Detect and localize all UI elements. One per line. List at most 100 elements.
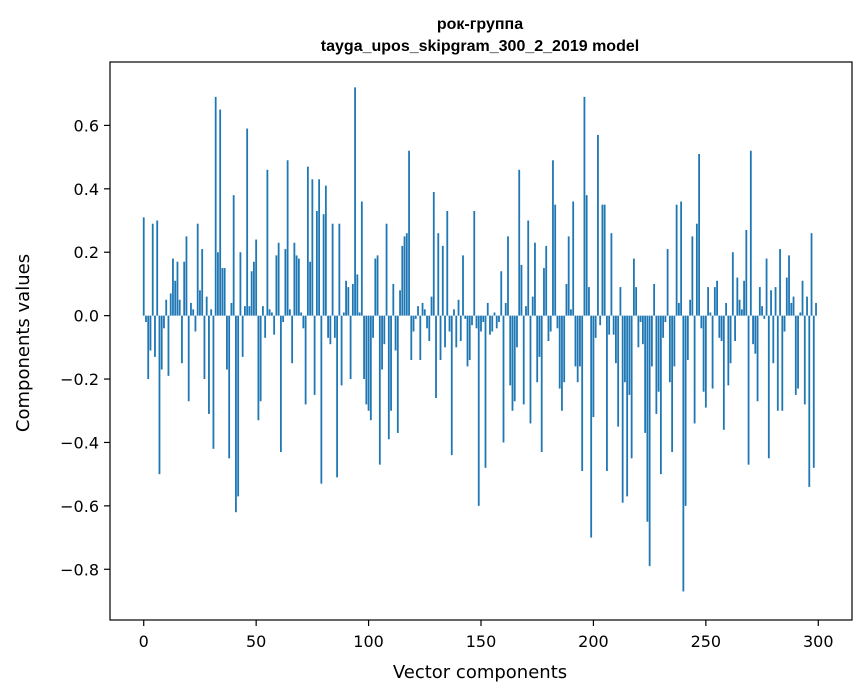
bar xyxy=(624,315,626,383)
bar xyxy=(738,299,741,316)
bar xyxy=(718,315,721,338)
bar xyxy=(160,315,163,370)
bar xyxy=(527,220,530,316)
bar xyxy=(720,315,723,341)
bar xyxy=(219,109,222,316)
bar xyxy=(277,242,280,316)
bar xyxy=(668,315,671,383)
bar xyxy=(783,315,786,332)
bar xyxy=(394,315,397,351)
bar xyxy=(205,296,208,316)
bar xyxy=(230,302,233,316)
bar xyxy=(507,236,509,316)
bar xyxy=(410,315,413,361)
bar xyxy=(711,315,714,389)
bar xyxy=(291,315,294,364)
bar xyxy=(255,239,258,316)
bar xyxy=(203,315,206,380)
bar xyxy=(484,315,487,468)
bar xyxy=(405,233,408,316)
bar xyxy=(754,315,757,354)
bar xyxy=(423,309,426,316)
bar xyxy=(329,315,332,345)
bar xyxy=(664,315,667,322)
bar xyxy=(340,315,343,386)
bar xyxy=(392,283,395,316)
bar xyxy=(794,315,797,395)
bar xyxy=(498,315,500,322)
bar xyxy=(473,211,476,316)
bar xyxy=(372,315,374,338)
bar xyxy=(615,315,617,364)
bar xyxy=(201,249,204,316)
bar xyxy=(662,315,665,338)
bar xyxy=(725,302,727,316)
bar xyxy=(648,315,651,567)
bar xyxy=(228,315,231,459)
bar xyxy=(525,306,527,316)
bar xyxy=(223,268,226,316)
bar xyxy=(781,315,784,411)
bar xyxy=(572,201,575,316)
bar xyxy=(761,306,763,316)
bar xyxy=(745,230,748,316)
bar xyxy=(444,315,446,348)
bar xyxy=(621,315,624,503)
bar xyxy=(583,96,586,316)
bar xyxy=(345,280,347,316)
chart-title: рок-группа xyxy=(437,16,523,33)
bar xyxy=(657,315,660,392)
bar xyxy=(457,299,460,316)
bar xyxy=(677,302,680,316)
bar xyxy=(549,315,552,332)
bar xyxy=(178,299,181,316)
y-axis-label: Components values xyxy=(13,254,34,432)
bar xyxy=(581,315,584,471)
bar xyxy=(194,315,197,332)
bar xyxy=(556,315,559,329)
bar xyxy=(270,312,273,316)
y-tick-label: 0.4 xyxy=(74,180,99,199)
bar xyxy=(396,315,399,433)
bar xyxy=(686,315,689,361)
bar xyxy=(563,315,566,383)
y-tick-label: 0.0 xyxy=(74,307,99,326)
bar xyxy=(432,191,435,316)
bar xyxy=(450,315,453,456)
bar xyxy=(383,315,386,345)
bar xyxy=(387,315,390,440)
bar xyxy=(641,315,644,345)
bar xyxy=(295,255,298,316)
bar xyxy=(235,315,237,513)
bar xyxy=(531,296,534,316)
bar xyxy=(459,315,462,341)
bar xyxy=(734,315,736,341)
bar xyxy=(495,315,498,329)
x-axis: 0 50 100 150 200 250 300 xyxy=(139,620,834,651)
bar xyxy=(594,315,597,338)
bar xyxy=(199,290,201,316)
bar xyxy=(408,150,410,316)
bar xyxy=(815,302,817,316)
bar xyxy=(448,315,451,332)
bar xyxy=(212,315,215,449)
bar xyxy=(554,204,557,316)
bar xyxy=(284,249,287,316)
bar xyxy=(417,306,419,316)
bar xyxy=(743,280,745,316)
bar xyxy=(749,150,752,316)
bar xyxy=(439,315,442,361)
bar xyxy=(666,249,669,316)
bar xyxy=(464,315,467,319)
bar xyxy=(758,287,761,316)
bar xyxy=(268,309,271,316)
bar xyxy=(567,236,570,316)
bar xyxy=(682,315,685,592)
bar xyxy=(156,220,159,316)
bar xyxy=(262,306,264,316)
bar xyxy=(691,236,694,316)
x-tick-label: 300 xyxy=(803,632,834,651)
bar xyxy=(428,315,431,341)
bar xyxy=(145,315,147,322)
bar xyxy=(597,134,599,316)
